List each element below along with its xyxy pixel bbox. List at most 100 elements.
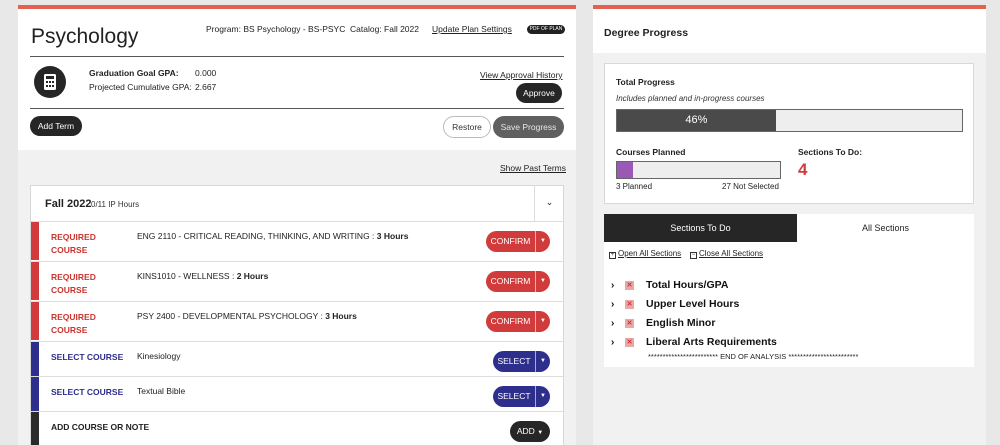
progress-header: Degree Progress [593, 9, 986, 53]
row-stripe [31, 262, 39, 300]
confirm-button[interactable]: CONFIRM ▼ [486, 311, 550, 332]
update-plan-settings-link[interactable]: Update Plan Settings [432, 24, 512, 34]
term-hours: 0/11 IP Hours [91, 200, 140, 209]
caret-down-icon[interactable]: ▼ [535, 351, 550, 372]
table-row: SELECT COURSE Textual Bible SELECT ▼ [31, 376, 563, 415]
course-hours: 3 Hours [376, 231, 409, 241]
view-approval-history-link[interactable]: View Approval History [480, 70, 563, 80]
select-button[interactable]: SELECT ▼ [493, 351, 550, 372]
select-label[interactable]: SELECT [497, 391, 531, 401]
progress-title: Degree Progress [604, 27, 689, 39]
open-all-label[interactable]: Open All Sections [618, 249, 682, 258]
courses-planned-bar [616, 161, 781, 179]
section-title[interactable]: Liberal Arts Requirements [646, 336, 777, 348]
row-kind: REQUIRED COURSE [51, 272, 96, 295]
close-all-label[interactable]: Close All Sections [699, 249, 764, 258]
row-kind: REQUIRED COURSE [51, 312, 96, 335]
table-row: REQUIRED COURSE PSY 2400 - DEVELOPMENTAL… [31, 301, 563, 340]
save-progress-button[interactable]: Save Progress [493, 116, 564, 138]
confirm-button[interactable]: CONFIRM ▼ [486, 271, 550, 292]
course-hours: 2 Hours [236, 271, 269, 281]
add-label[interactable]: ADD [516, 426, 535, 436]
divider [30, 56, 564, 57]
row-kind: SELECT COURSE [51, 387, 124, 397]
row-stripe [31, 222, 39, 260]
add-course-label: ADD COURSE OR NOTE [51, 422, 150, 432]
sections-todo-value: 4 [798, 160, 808, 179]
grad-goal-value: 0.000 [195, 68, 217, 78]
row-stripe [31, 342, 39, 380]
section-title[interactable]: Total Hours/GPA [646, 279, 729, 291]
course-title: ENG 2110 - CRITICAL READING, THINKING, A… [137, 231, 377, 241]
grad-goal-label: Graduation Goal GPA: [89, 68, 179, 78]
open-all-sections-link[interactable]: + Open All Sections [609, 249, 681, 259]
term-name: Fall 2022 [45, 198, 92, 210]
tab-all-sections[interactable]: All Sections [797, 214, 974, 242]
row-stripe [31, 377, 39, 415]
caret-down-icon[interactable]: ▼ [535, 231, 550, 252]
row-course: PSY 2400 - DEVELOPMENTAL PSYCHOLOGY : 3 … [137, 311, 357, 321]
plan-panel: Psychology Program: BS Psychology - BS-P… [18, 5, 576, 445]
incomplete-x-icon: ✕ [625, 281, 634, 290]
section-title[interactable]: Upper Level Hours [646, 298, 740, 310]
minus-box-icon: − [690, 252, 697, 259]
table-row: REQUIRED COURSE ENG 2110 - CRITICAL READ… [31, 221, 563, 260]
planned-count: 3 Planned [616, 182, 653, 191]
total-progress-fill: 46% [617, 110, 776, 131]
add-term-button[interactable]: Add Term [30, 116, 82, 136]
section-title[interactable]: English Minor [646, 317, 716, 329]
pdf-of-plan-button[interactable]: PDF OF PLAN [527, 25, 565, 34]
approve-button[interactable]: Approve [516, 83, 562, 103]
chevron-right-icon[interactable]: › [611, 280, 615, 291]
chevron-right-icon[interactable]: › [611, 299, 615, 310]
caret-down-icon[interactable]: ▼ [535, 386, 550, 407]
total-progress-percent: 46% [685, 114, 708, 126]
caret-down-icon[interactable]: ▼ [535, 271, 550, 292]
incomplete-x-icon: ✕ [625, 338, 634, 347]
course-title: PSY 2400 - DEVELOPMENTAL PSYCHOLOGY : [137, 311, 326, 321]
show-past-terms-link[interactable]: Show Past Terms [500, 163, 566, 173]
confirm-button[interactable]: CONFIRM ▼ [486, 231, 550, 252]
chevron-right-icon[interactable]: › [611, 337, 615, 348]
plus-box-icon: + [609, 252, 616, 259]
row-course: KINS1010 - WELLNESS : 2 Hours [137, 271, 268, 281]
confirm-label[interactable]: CONFIRM [490, 316, 531, 326]
row-stripe [31, 412, 39, 445]
projected-gpa-label: Projected Cumulative GPA: [89, 82, 192, 92]
confirm-label[interactable]: CONFIRM [490, 236, 531, 246]
caret-down-icon[interactable]: ▼ [535, 311, 550, 332]
row-course: ENG 2110 - CRITICAL READING, THINKING, A… [137, 231, 408, 241]
accent-bar [593, 5, 986, 9]
section-row[interactable]: › ✕ Total Hours/GPA [611, 279, 728, 291]
confirm-label[interactable]: CONFIRM [490, 276, 531, 286]
table-row: ADD COURSE OR NOTE ADD ▼ [31, 411, 563, 445]
table-row: SELECT COURSE Kinesiology SELECT ▼ [31, 341, 563, 380]
caret-down-icon[interactable]: ▼ [537, 430, 544, 436]
term-card: Fall 2022 0/11 IP Hours ⌄ REQUIRED COURS… [30, 185, 564, 445]
course-hours: 3 Hours [325, 311, 357, 321]
page-title: Psychology [31, 25, 139, 48]
program-label: Program: BS Psychology - BS-PSYC [206, 24, 346, 34]
close-all-sections-link[interactable]: − Close All Sections [690, 249, 763, 259]
row-kind: REQUIRED COURSE [51, 232, 96, 255]
table-row: REQUIRED COURSE KINS1010 - WELLNESS : 2 … [31, 261, 563, 300]
end-of-analysis: ************************ END OF ANALYSIS… [648, 352, 859, 361]
section-row[interactable]: › ✕ Liberal Arts Requirements [611, 336, 777, 348]
courses-planned-fill [617, 162, 634, 178]
calculator-icon [34, 66, 66, 98]
collapse-chevron-icon[interactable]: ⌄ [534, 186, 564, 221]
progress-card: Total Progress Includes planned and in-p… [604, 63, 974, 204]
add-button[interactable]: ADD ▼ [510, 421, 550, 442]
degree-progress-panel: Degree Progress Total Progress Includes … [593, 5, 986, 445]
tab-sections-to-do[interactable]: Sections To Do [604, 214, 797, 242]
restore-button[interactable]: Restore [443, 116, 491, 138]
chevron-right-icon[interactable]: › [611, 318, 615, 329]
select-label[interactable]: SELECT [497, 356, 531, 366]
courses-planned-label: Courses Planned [616, 147, 686, 157]
row-course: Textual Bible [137, 386, 186, 396]
section-row[interactable]: › ✕ English Minor [611, 317, 715, 329]
accent-bar [18, 5, 576, 9]
total-progress-bar: 46% [616, 109, 963, 132]
section-row[interactable]: › ✕ Upper Level Hours [611, 298, 739, 310]
select-button[interactable]: SELECT ▼ [493, 386, 550, 407]
